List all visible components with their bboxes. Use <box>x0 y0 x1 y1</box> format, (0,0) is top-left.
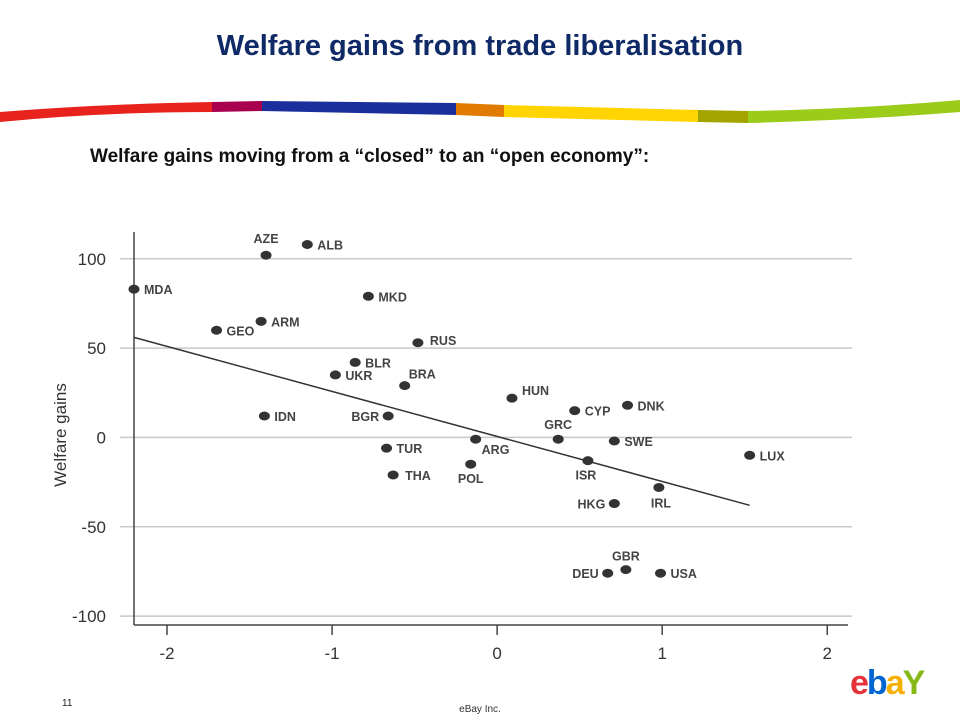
logo-letter: Y <box>903 664 926 700</box>
point-label-tur: TUR <box>397 442 423 456</box>
point-deu <box>602 568 614 578</box>
point-arg <box>470 434 482 444</box>
point-label-alb: ALB <box>317 239 343 253</box>
ebay-logo: ebaY <box>850 664 928 700</box>
y-tick-labels: 100 50 0 -50 -100 <box>72 250 106 626</box>
point-alb <box>301 240 313 250</box>
stripe-seg-4 <box>456 103 504 117</box>
point-label-deu: DEU <box>572 567 598 581</box>
point-tha <box>387 470 399 480</box>
point-mda <box>128 284 140 294</box>
x-tick-label: 2 <box>823 644 832 663</box>
point-label-idn: IDN <box>274 410 296 424</box>
point-arm <box>255 316 267 326</box>
point-label-hun: HUN <box>522 384 549 398</box>
point-hun <box>506 393 518 403</box>
point-label-hkg: HKG <box>578 498 606 512</box>
y-tick-label: -50 <box>81 518 106 537</box>
stripe-seg-5 <box>504 105 698 122</box>
point-swe <box>608 436 620 446</box>
company-name: eBay Inc. <box>459 704 501 715</box>
point-gbr <box>620 565 632 575</box>
axes <box>133 232 848 635</box>
point-label-irl: IRL <box>651 496 672 510</box>
point-pol <box>465 459 477 469</box>
point-label-dnk: DNK <box>638 399 665 413</box>
point-label-lux: LUX <box>760 449 786 463</box>
point-mkd <box>362 291 374 301</box>
point-hkg <box>608 499 620 509</box>
gridlines <box>120 258 852 617</box>
x-tick-labels: -2 -1 0 1 2 <box>159 644 832 663</box>
point-label-rus: RUS <box>430 334 456 348</box>
point-label-grc: GRC <box>544 418 572 432</box>
logo-letter: b <box>867 664 887 700</box>
point-label-blr: BLR <box>365 356 391 370</box>
logo-letter: a <box>886 664 906 700</box>
point-label-geo: GEO <box>227 324 255 338</box>
point-label-arg: ARG <box>482 443 510 457</box>
stripe-seg-2 <box>212 101 262 112</box>
stripe-seg-6 <box>698 110 748 123</box>
point-ukr <box>329 370 341 380</box>
svg-text:ebaY: ebaY <box>850 664 926 700</box>
y-tick-label: 100 <box>78 250 106 269</box>
x-tick-label: -1 <box>325 644 340 663</box>
stripe-seg-3 <box>262 101 456 115</box>
point-label-mkd: MKD <box>378 290 406 304</box>
point-label-mda: MDA <box>144 283 172 297</box>
point-irl <box>653 482 665 492</box>
point-label-gbr: GBR <box>612 550 640 564</box>
point-rus <box>412 338 424 348</box>
x-tick-label: -2 <box>159 644 174 663</box>
point-usa <box>655 568 667 578</box>
point-label-bgr: BGR <box>351 410 379 424</box>
point-label-arm: ARM <box>271 315 299 329</box>
point-tur <box>381 443 393 453</box>
logo-letter: e <box>850 664 868 700</box>
point-label-tha: THA <box>405 469 431 483</box>
point-label-aze: AZE <box>254 232 279 246</box>
x-tick-label: 1 <box>657 644 666 663</box>
point-label-isr: ISR <box>575 469 596 483</box>
point-bgr <box>382 411 394 421</box>
point-label-swe: SWE <box>624 435 652 449</box>
point-label-bra: BRA <box>409 368 436 382</box>
point-aze <box>260 250 272 260</box>
stripe-seg-7 <box>748 100 960 123</box>
point-label-cyp: CYP <box>585 405 611 419</box>
point-label-usa: USA <box>671 567 697 581</box>
stripe-seg-1 <box>0 102 212 122</box>
point-geo <box>211 325 223 335</box>
y-tick-label: -100 <box>72 607 106 626</box>
point-idn <box>258 411 270 421</box>
scatter-chart: 100 50 0 -50 -100 -2 -1 0 1 2 AZE ALB MDA MKD ARM GEO… <box>51 232 852 663</box>
y-tick-label: 50 <box>87 339 106 358</box>
point-grc <box>552 434 564 444</box>
slide-title: Welfare gains from trade liberalisation <box>216 30 744 62</box>
page-number: 11 <box>62 698 73 709</box>
point-cyp <box>569 406 581 416</box>
point-isr <box>582 456 594 466</box>
point-blr <box>349 357 361 367</box>
x-tick-label: 0 <box>492 644 501 663</box>
y-axis-label: Welfare gains <box>51 383 70 487</box>
point-lux <box>744 450 756 460</box>
slide-subtitle: Welfare gains moving from a “closed” to … <box>90 146 650 167</box>
point-label-ukr: UKR <box>345 369 372 383</box>
point-label-pol: POL <box>458 472 484 486</box>
point-dnk <box>622 400 634 410</box>
point-bra <box>399 381 411 391</box>
color-stripe <box>0 100 960 123</box>
y-tick-label: 0 <box>97 428 106 447</box>
trendline <box>133 336 750 507</box>
